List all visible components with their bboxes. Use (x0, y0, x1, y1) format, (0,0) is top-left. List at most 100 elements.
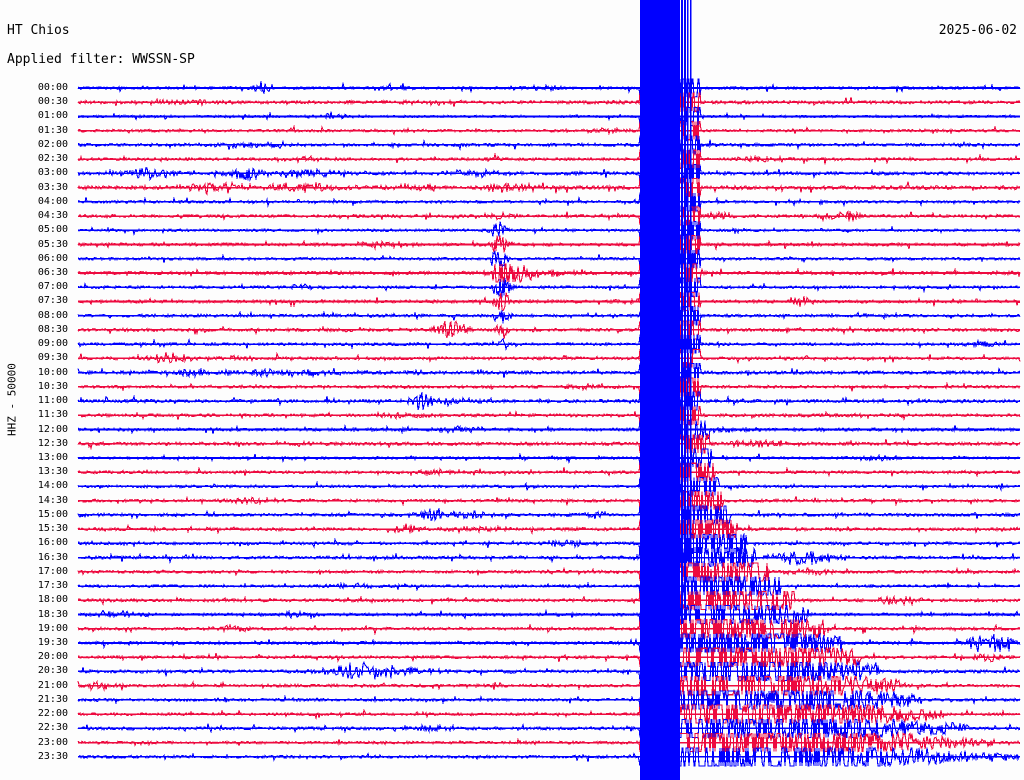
time-label: 06:00 (37, 252, 68, 264)
trace-row (78, 590, 1021, 612)
trace-row (77, 462, 1021, 484)
trace-row (77, 704, 1021, 725)
trace-row (78, 135, 1021, 155)
time-label: 20:30 (37, 665, 68, 677)
clipped-spike (687, 0, 689, 562)
clipped-spike (690, 0, 692, 562)
trace-row (77, 617, 1021, 640)
trace-row (77, 546, 1021, 568)
trace-row (77, 632, 1021, 654)
trace-row (77, 419, 1021, 440)
time-label: 11:00 (37, 395, 68, 407)
trace-row (78, 405, 1021, 425)
trace-row (77, 688, 1021, 711)
time-label: 00:00 (37, 82, 68, 93)
time-label: 01:00 (37, 110, 68, 122)
time-label: 23:00 (37, 736, 68, 748)
time-axis-labels: 00:00 00:30 01:00 01:30 02:00 02:30 03:00 03:30… (0, 0, 72, 780)
time-label: 17:30 (37, 580, 68, 592)
trace-row (77, 675, 1020, 696)
time-label: 05:30 (37, 238, 68, 250)
trace-row (77, 263, 1021, 283)
trace-row (77, 575, 1021, 598)
trace-row (77, 731, 1021, 754)
trace-row (77, 603, 1021, 626)
trace-row (77, 121, 1021, 141)
trace-row (77, 532, 1021, 553)
trace-row (77, 560, 1021, 582)
trace-row (77, 192, 1021, 212)
time-label: 14:00 (37, 480, 68, 492)
applied-filter-label: Applied filter: WWSSN-SP (7, 52, 195, 67)
time-label: 12:00 (37, 423, 68, 435)
trace-row (77, 92, 1021, 112)
trace-row (77, 78, 1021, 98)
clipped-spike (681, 0, 683, 624)
time-label: 21:00 (37, 679, 68, 691)
time-label: 21:30 (37, 693, 68, 705)
trace-row (78, 106, 1021, 127)
trace-row (77, 320, 1021, 340)
trace-row (77, 491, 1021, 511)
time-label: 15:00 (37, 508, 68, 520)
trace-row (77, 149, 1021, 169)
time-label: 15:30 (37, 523, 68, 535)
trace-row (77, 249, 1021, 270)
time-label: 01:30 (37, 124, 68, 136)
time-label: 04:30 (37, 210, 68, 222)
time-label: 19:00 (37, 622, 68, 634)
trace-row (77, 220, 1021, 240)
trace-row (77, 206, 1021, 226)
time-label: 07:00 (37, 281, 68, 293)
time-label: 03:00 (37, 167, 68, 179)
time-label: 02:00 (37, 138, 68, 150)
trace-row (77, 306, 1021, 326)
trace-row (77, 277, 1021, 299)
trace-row (77, 519, 1021, 539)
time-label: 22:00 (37, 708, 68, 720)
time-label: 13:30 (37, 466, 68, 478)
record-date: 2025-06-02 (938, 23, 1017, 38)
time-label: 05:00 (37, 224, 68, 236)
trace-row (77, 178, 1021, 198)
time-label: 14:30 (37, 494, 68, 506)
trace-row (77, 505, 1021, 525)
trace-row (77, 448, 1021, 468)
time-label: 19:30 (37, 636, 68, 648)
time-label: 06:30 (37, 266, 68, 278)
time-label: 16:30 (37, 551, 68, 563)
trace-row (77, 163, 1021, 183)
time-label: 08:30 (37, 323, 68, 335)
time-label: 09:30 (37, 352, 68, 364)
time-label: 10:00 (37, 366, 68, 378)
trace-row (77, 718, 1021, 739)
station-name: HT Chios (7, 23, 70, 38)
trace-row (77, 291, 1021, 312)
trace-row (77, 376, 1021, 397)
trace-row (77, 348, 1021, 368)
time-label: 03:30 (37, 181, 68, 193)
trace-row (77, 476, 1021, 497)
trace-row (77, 363, 1021, 383)
time-label: 02:30 (37, 153, 68, 165)
trace-row (77, 334, 1021, 354)
trace-row (77, 746, 1021, 768)
trace-row (77, 234, 1021, 255)
time-label: 07:30 (37, 295, 68, 307)
trace-row (77, 432, 1021, 454)
time-label: 18:30 (37, 608, 68, 620)
trace-row (77, 391, 1021, 411)
time-label: 20:00 (37, 651, 68, 663)
time-label: 12:30 (37, 437, 68, 449)
trace-row (77, 646, 1021, 667)
saturated-signal-band (640, 0, 680, 780)
time-label: 08:00 (37, 309, 68, 321)
time-label: 16:00 (37, 537, 68, 549)
time-label: 17:00 (37, 565, 68, 577)
time-label: 23:30 (37, 750, 68, 762)
time-label: 09:00 (37, 338, 68, 350)
time-label: 04:00 (37, 195, 68, 207)
